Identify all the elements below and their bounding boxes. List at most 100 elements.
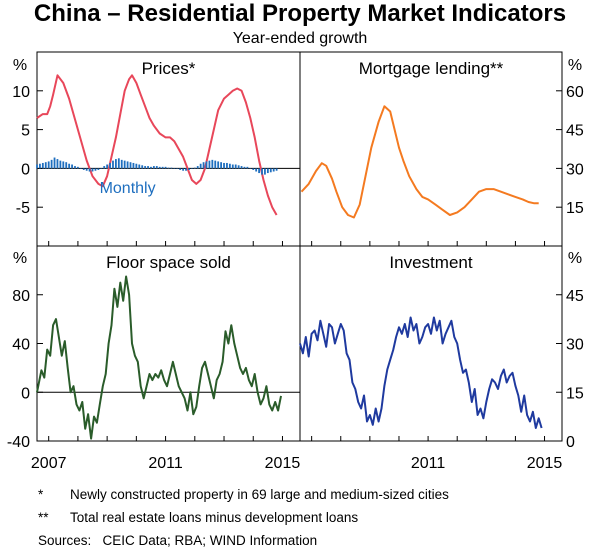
prices-ytick-label: -5 (16, 200, 30, 217)
prices-monthly-label: Monthly (100, 180, 156, 197)
prices-monthly-bar (179, 168, 182, 170)
prices-monthly-bar (231, 164, 234, 169)
prices-monthly-bar (120, 159, 123, 169)
prices-monthly-bar (220, 162, 222, 169)
prices-monthly-bar (138, 164, 141, 169)
prices-monthly-bar (129, 162, 132, 169)
prices-monthly-bar (59, 160, 62, 169)
prices-ytick-label: 10 (12, 84, 30, 101)
prices-monthly-bar (82, 168, 85, 170)
prices-monthly-bar (65, 162, 68, 169)
prices-panel-title: Prices* (142, 59, 196, 78)
prices-monthly-bar (50, 159, 53, 169)
prices-monthly-bar (208, 160, 211, 169)
mortgage-lending-ytick-label: 60 (566, 84, 584, 101)
prices-monthly-bar (182, 168, 185, 171)
prices-monthly-bar (199, 163, 202, 169)
floor-space-sold-ytick-label: 0 (21, 385, 30, 402)
footnote-mark-1: * (38, 487, 44, 502)
prices-monthly-bar (217, 161, 220, 169)
prices-monthly-bar (202, 162, 205, 169)
prices-monthly-bar (176, 168, 179, 169)
prices-monthly-bar (53, 157, 56, 169)
prices-monthly-bar (62, 161, 65, 169)
prices-monthly-bar (211, 159, 214, 169)
prices-monthly-bar (167, 167, 170, 169)
prices-monthly-bar (117, 158, 120, 169)
investment-ytick-label: 30 (566, 337, 584, 354)
prices-monthly-bar (132, 162, 135, 169)
footnote-mark-2: ** (38, 510, 49, 525)
prices-monthly-bar (41, 162, 44, 169)
prices-monthly-bar (106, 164, 109, 169)
prices-monthly-bar (264, 168, 266, 175)
prices-monthly-bar (161, 166, 164, 169)
floor-space-sold-series-line (36, 275, 282, 440)
prices-monthly-bar (155, 166, 158, 169)
prices-monthly-bar (47, 161, 50, 169)
prices-monthly-bar (272, 168, 275, 172)
prices-monthly-bar (266, 168, 269, 174)
prices-monthly-bar (97, 168, 100, 170)
prices-monthly-bar (196, 166, 199, 169)
floor-space-sold-ytick-label: -40 (7, 434, 30, 451)
prices-monthly-bar (258, 168, 260, 174)
mortgage-lending-panel-title: Mortgage lending** (359, 59, 504, 78)
sources-note: Sources: CEIC Data; RBA; WIND Informatio… (38, 533, 318, 548)
prices-monthly-bar (252, 168, 255, 170)
prices-monthly-bar (170, 167, 173, 169)
x-axis-label-2015: 2015 (265, 455, 301, 472)
prices-monthly-bar (243, 166, 246, 169)
prices-monthly-bar (144, 166, 147, 169)
prices-monthly-bar (205, 161, 208, 169)
footnote-1: Newly constructed property in 69 large a… (70, 487, 449, 502)
prices-monthly-bar (240, 166, 243, 169)
prices-monthly-bar (173, 168, 176, 169)
mortgage-lending-ytick-label: 15 (566, 200, 584, 217)
prices-monthly-bar (100, 168, 103, 169)
prices-monthly-bar (190, 168, 193, 169)
prices-monthly-bar (44, 162, 47, 169)
prices-monthly-bar (79, 168, 82, 169)
prices-monthly-bar (188, 168, 190, 170)
prices-monthly-bar (164, 166, 167, 169)
prices-monthly-bar (141, 165, 144, 169)
prices-monthly-bar (91, 168, 94, 172)
investment-ytick-label: 15 (566, 385, 584, 402)
prices-monthly-bar (85, 168, 88, 171)
prices-monthly-bar (115, 159, 117, 169)
prices-monthly-bar (147, 166, 149, 169)
prices-monthly-bar (246, 166, 249, 169)
prices-monthly-bar (123, 160, 126, 169)
investment-panel-title: Investment (389, 253, 472, 272)
prices-ytick-label: 5 (21, 123, 30, 140)
prices-monthly-bar (56, 159, 59, 169)
axis-unit-right-bottom: % (568, 250, 582, 267)
prices-monthly-bar (150, 166, 152, 169)
footnote-2: Total real estate loans minus developmen… (70, 510, 359, 525)
prices-monthly-bar (193, 167, 196, 169)
prices-monthly-bar (185, 168, 187, 171)
prices-monthly-bar (39, 163, 41, 169)
prices-monthly-bar (112, 160, 114, 169)
prices-monthly-bar (68, 163, 71, 169)
prices-monthly-bar (275, 168, 278, 171)
prices-monthly-bar (158, 166, 161, 169)
investment-ytick-label: 45 (566, 288, 584, 305)
prices-monthly-bar (234, 164, 237, 169)
x-axis-label-2007: 2007 (31, 455, 67, 472)
investment-series-line (299, 316, 543, 429)
prices-monthly-bar (109, 162, 111, 169)
prices-series-line (36, 74, 278, 216)
prices-ytick-label: 0 (21, 161, 30, 178)
prices-monthly-bar (135, 163, 138, 169)
prices-monthly-bar (77, 166, 79, 169)
prices-monthly-bar (152, 166, 155, 169)
prices-monthly-bar (71, 164, 73, 169)
prices-monthly-bar (226, 162, 228, 169)
x-axis-label-2011: 2011 (411, 455, 446, 472)
axis-unit-left-top: % (13, 57, 27, 74)
mortgage-lending-ytick-label: 45 (566, 123, 584, 140)
prices-monthly-bar (249, 168, 252, 169)
